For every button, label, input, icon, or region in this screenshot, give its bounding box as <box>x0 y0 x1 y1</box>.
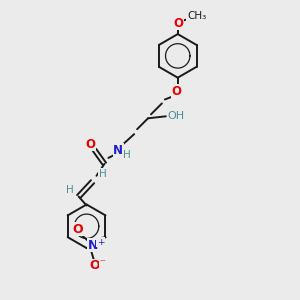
Text: H: H <box>123 150 131 160</box>
Text: N: N <box>113 143 123 157</box>
Text: O: O <box>172 85 182 98</box>
Text: O: O <box>72 223 83 236</box>
Text: O: O <box>89 260 100 272</box>
Text: OH: OH <box>167 111 184 121</box>
Text: O: O <box>174 17 184 30</box>
Text: CH₃: CH₃ <box>187 11 206 21</box>
Text: +: + <box>97 238 104 247</box>
Text: O: O <box>85 138 96 151</box>
Text: N: N <box>87 238 98 252</box>
Text: ⁻: ⁻ <box>100 258 105 268</box>
Text: H: H <box>66 184 74 195</box>
Text: H: H <box>99 169 106 179</box>
